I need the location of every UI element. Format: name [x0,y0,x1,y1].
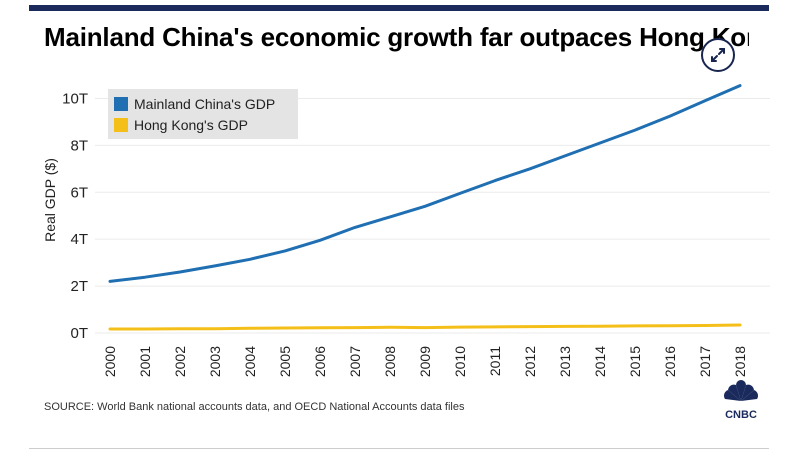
x-tick-label: 2012 [522,346,538,377]
x-tick-label: 2005 [277,346,293,377]
x-tick-label: 2002 [172,346,188,377]
expand-button[interactable] [701,38,735,72]
legend-swatch-hongkong [114,117,128,132]
legend-item-china: Mainland China's GDP [108,93,298,114]
y-tick-label: 6T [70,184,88,201]
x-tick-label: 2000 [102,346,118,377]
x-axis-ticks: 2000 2001 2002 2003 2004 2005 2006 2007 2008 2009… [102,346,748,377]
y-tick-label: 10T [62,90,88,107]
gridlines [95,97,770,334]
y-tick-label: 4T [70,231,88,248]
legend: Mainland China's GDP Hong Kong's GDP [108,89,298,139]
series-lines [108,84,742,331]
x-tick-label: 2017 [697,346,713,377]
y-tick-label: 0T [70,325,88,342]
header-bar [29,5,769,11]
x-tick-label: 2014 [592,346,608,377]
y-axis-label: Real GDP ($) [42,158,58,242]
legend-label-hongkong: Hong Kong's GDP [134,116,248,133]
x-tick-label: 2018 [732,346,748,377]
x-tick-label: 2011 [487,346,503,376]
chart-title: Mainland China's economic growth far out… [44,22,749,52]
source-note: SOURCE: World Bank national accounts dat… [44,401,465,413]
legend-swatch-china [114,96,128,111]
legend-label-china: Mainland China's GDP [134,95,276,112]
y-tick-label: 2T [70,278,88,295]
x-tick-label: 2015 [627,346,643,377]
x-tick-label: 2016 [662,346,678,377]
cnbc-logo-text: CNBC [725,409,757,420]
series-line-hongkong [108,323,742,331]
cnbc-peacock-icon: CNBC [723,380,759,420]
y-axis-ticks: 0T 2T 4T 6T 8T 10T [62,90,88,341]
bottom-divider [29,448,769,449]
y-tick-label: 8T [70,137,88,154]
x-tick-label: 2010 [452,346,468,377]
x-tick-label: 2001 [137,346,153,377]
x-tick-label: 2003 [207,346,223,377]
x-tick-label: 2008 [382,346,398,377]
x-tick-label: 2006 [312,346,328,377]
x-tick-label: 2004 [242,346,258,377]
expand-arrows-icon [711,48,725,62]
x-tick-label: 2007 [347,346,363,377]
legend-item-hongkong: Hong Kong's GDP [108,114,298,135]
x-tick-label: 2009 [417,346,433,377]
series-line-china [108,84,742,283]
x-tick-label: 2013 [557,346,573,377]
